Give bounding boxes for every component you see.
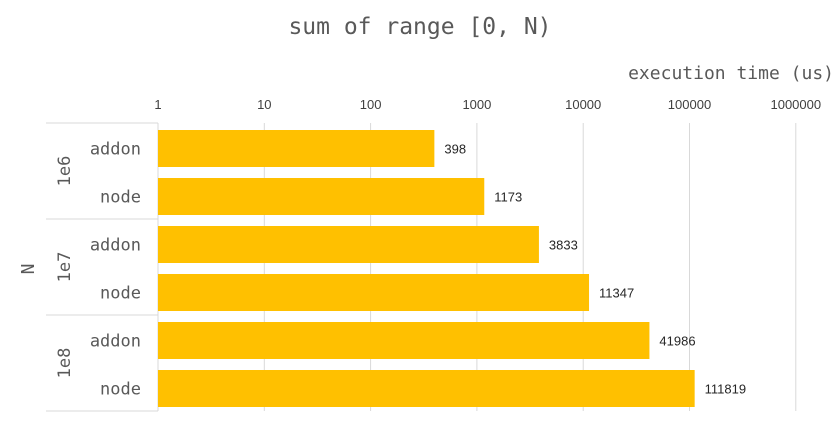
data-label: 1173 (494, 190, 522, 205)
group-label: 1e7 (55, 252, 75, 283)
data-label: 111819 (705, 382, 746, 397)
x-tick-label: 100 (360, 97, 382, 112)
x-tick-labels: 1 10 100 1000 10000 100000 1000000 (154, 97, 821, 112)
x-tick-label: 1000 (462, 97, 491, 112)
bar (158, 178, 485, 215)
data-label: 398 (444, 142, 466, 157)
category-label: addon (90, 140, 141, 160)
chart-title: sum of range [0, N) (288, 14, 551, 40)
x-axis-title: execution time (us) (628, 63, 834, 84)
group-label: 1e8 (55, 348, 75, 379)
bar (158, 274, 590, 311)
data-label: 11347 (599, 286, 634, 301)
bar (158, 130, 435, 167)
gridlines (157, 123, 797, 411)
category-label: addon (90, 236, 141, 256)
bar (158, 370, 695, 407)
x-tick-label: 100000 (668, 97, 711, 112)
category-label: node (100, 188, 141, 208)
y-axis-title: N (18, 264, 39, 275)
category-label: addon (90, 332, 141, 352)
x-tick-label: 1 (154, 97, 161, 112)
category-axis: 1e6 addon node 1e7 addon node 1e8 addon node (46, 122, 159, 412)
x-tick-label: 10000 (565, 97, 601, 112)
bars (158, 130, 695, 407)
data-label: 3833 (549, 238, 578, 253)
data-label: 41986 (659, 334, 695, 349)
bar (158, 322, 650, 359)
x-tick-label: 1000000 (770, 97, 821, 112)
category-label: node (100, 380, 141, 400)
x-tick-label: 10 (257, 97, 271, 112)
group-label: 1e6 (55, 156, 75, 187)
data-labels: 398 1173 3833 11347 41986 111819 (444, 142, 746, 397)
bar (158, 226, 539, 263)
category-label: node (100, 284, 141, 304)
